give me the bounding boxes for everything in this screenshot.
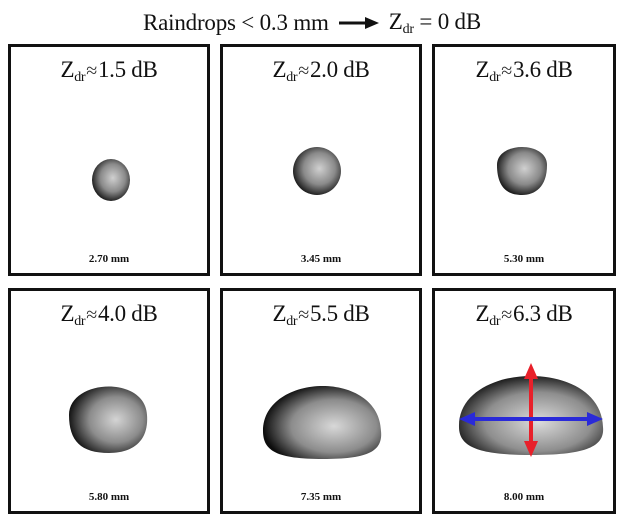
raindrop-shape [263,385,382,459]
drop-panel-1: Zdr≈1.5 dB 2.70 mm [8,44,210,276]
raindrop-shape [69,386,148,453]
horizontal-axis-arrow [459,412,603,426]
drop-diameter-label: 5.80 mm [88,491,130,503]
drop-panel-6: Zdr≈6.3 dB 8.00 mm [432,288,616,514]
drop-panel-3: Zdr≈3.6 dB 5.30 mm [432,44,616,276]
zdr-label: Zdr≈3.6 dB [475,57,573,85]
header-prefix: Raindrops < 0.3 mm [143,10,329,35]
zdr-label: Zdr≈4.0 dB [60,301,158,329]
drop-panel-4: Zdr≈4.0 dB 5.80 mm [8,288,210,514]
raindrop-shape [497,147,547,195]
right-arrow-icon [338,17,379,29]
drop-diameter-label: 5.30 mm [503,253,545,265]
drop-diameter-label: 3.45 mm [300,253,342,265]
zdr-label: Zdr≈6.3 dB [475,301,573,329]
raindrop-shape [293,147,341,195]
drop-diameter-label: 8.00 mm [503,491,545,503]
drop-panel-5: Zdr≈5.5 dB 7.35 mm [220,288,422,514]
diagram-header: Raindrops < 0.3 mm Zdr = 0 dB [0,6,624,40]
vertical-axis-arrow [524,363,538,457]
raindrop-shape [458,363,604,457]
drop-diameter-label: 7.35 mm [300,491,342,503]
header-zdr-zero: Zdr = 0 dB [388,8,481,37]
zdr-label: Zdr≈2.0 dB [272,57,370,85]
zdr-label: Zdr≈5.5 dB [272,301,370,329]
drop-panel-2: Zdr≈2.0 dB 3.45 mm [220,44,422,276]
raindrop-shape [92,159,130,201]
drop-diameter-label: 2.70 mm [88,253,130,265]
zdr-label: Zdr≈1.5 dB [60,57,158,85]
